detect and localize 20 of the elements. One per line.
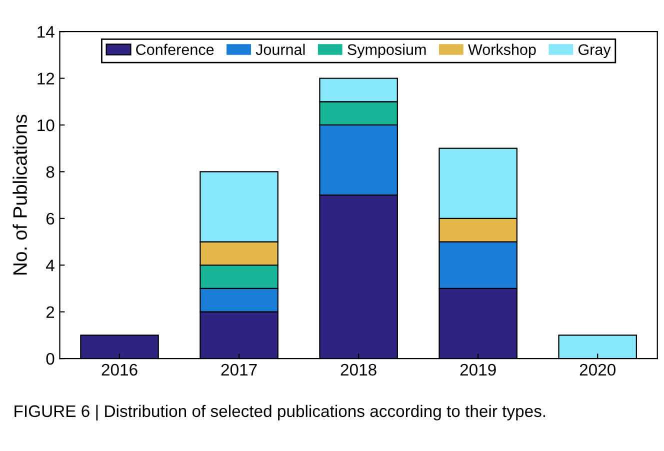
legend-label: Conference bbox=[136, 44, 214, 56]
legend-label: Journal bbox=[256, 44, 305, 56]
x-tick-label: 2017 bbox=[221, 364, 257, 376]
x-tick-label: 2019 bbox=[460, 364, 496, 376]
x-tick-label: 2016 bbox=[102, 364, 138, 376]
y-axis-title: No. of Publications bbox=[12, 114, 27, 275]
y-tick-label: 10 bbox=[38, 119, 54, 132]
y-tick-label: 0 bbox=[46, 352, 54, 365]
x-tick-label: 2018 bbox=[340, 364, 376, 376]
y-tick-label: 8 bbox=[46, 166, 54, 178]
y-tick-label: 6 bbox=[46, 212, 54, 225]
legend-label: Symposium bbox=[348, 44, 426, 58]
y-tick-label: 12 bbox=[38, 72, 54, 84]
y-tick-label: 14 bbox=[38, 26, 54, 38]
y-tick-label: 4 bbox=[46, 260, 54, 272]
legend-label: Workshop bbox=[468, 44, 536, 58]
y-tick-label: 2 bbox=[46, 306, 54, 318]
caption: FIGURE 6 | Distribution of selected publications according to their types. bbox=[14, 404, 546, 420]
x-tick-label: 2020 bbox=[580, 364, 616, 376]
legend-label: Gray bbox=[578, 44, 611, 58]
